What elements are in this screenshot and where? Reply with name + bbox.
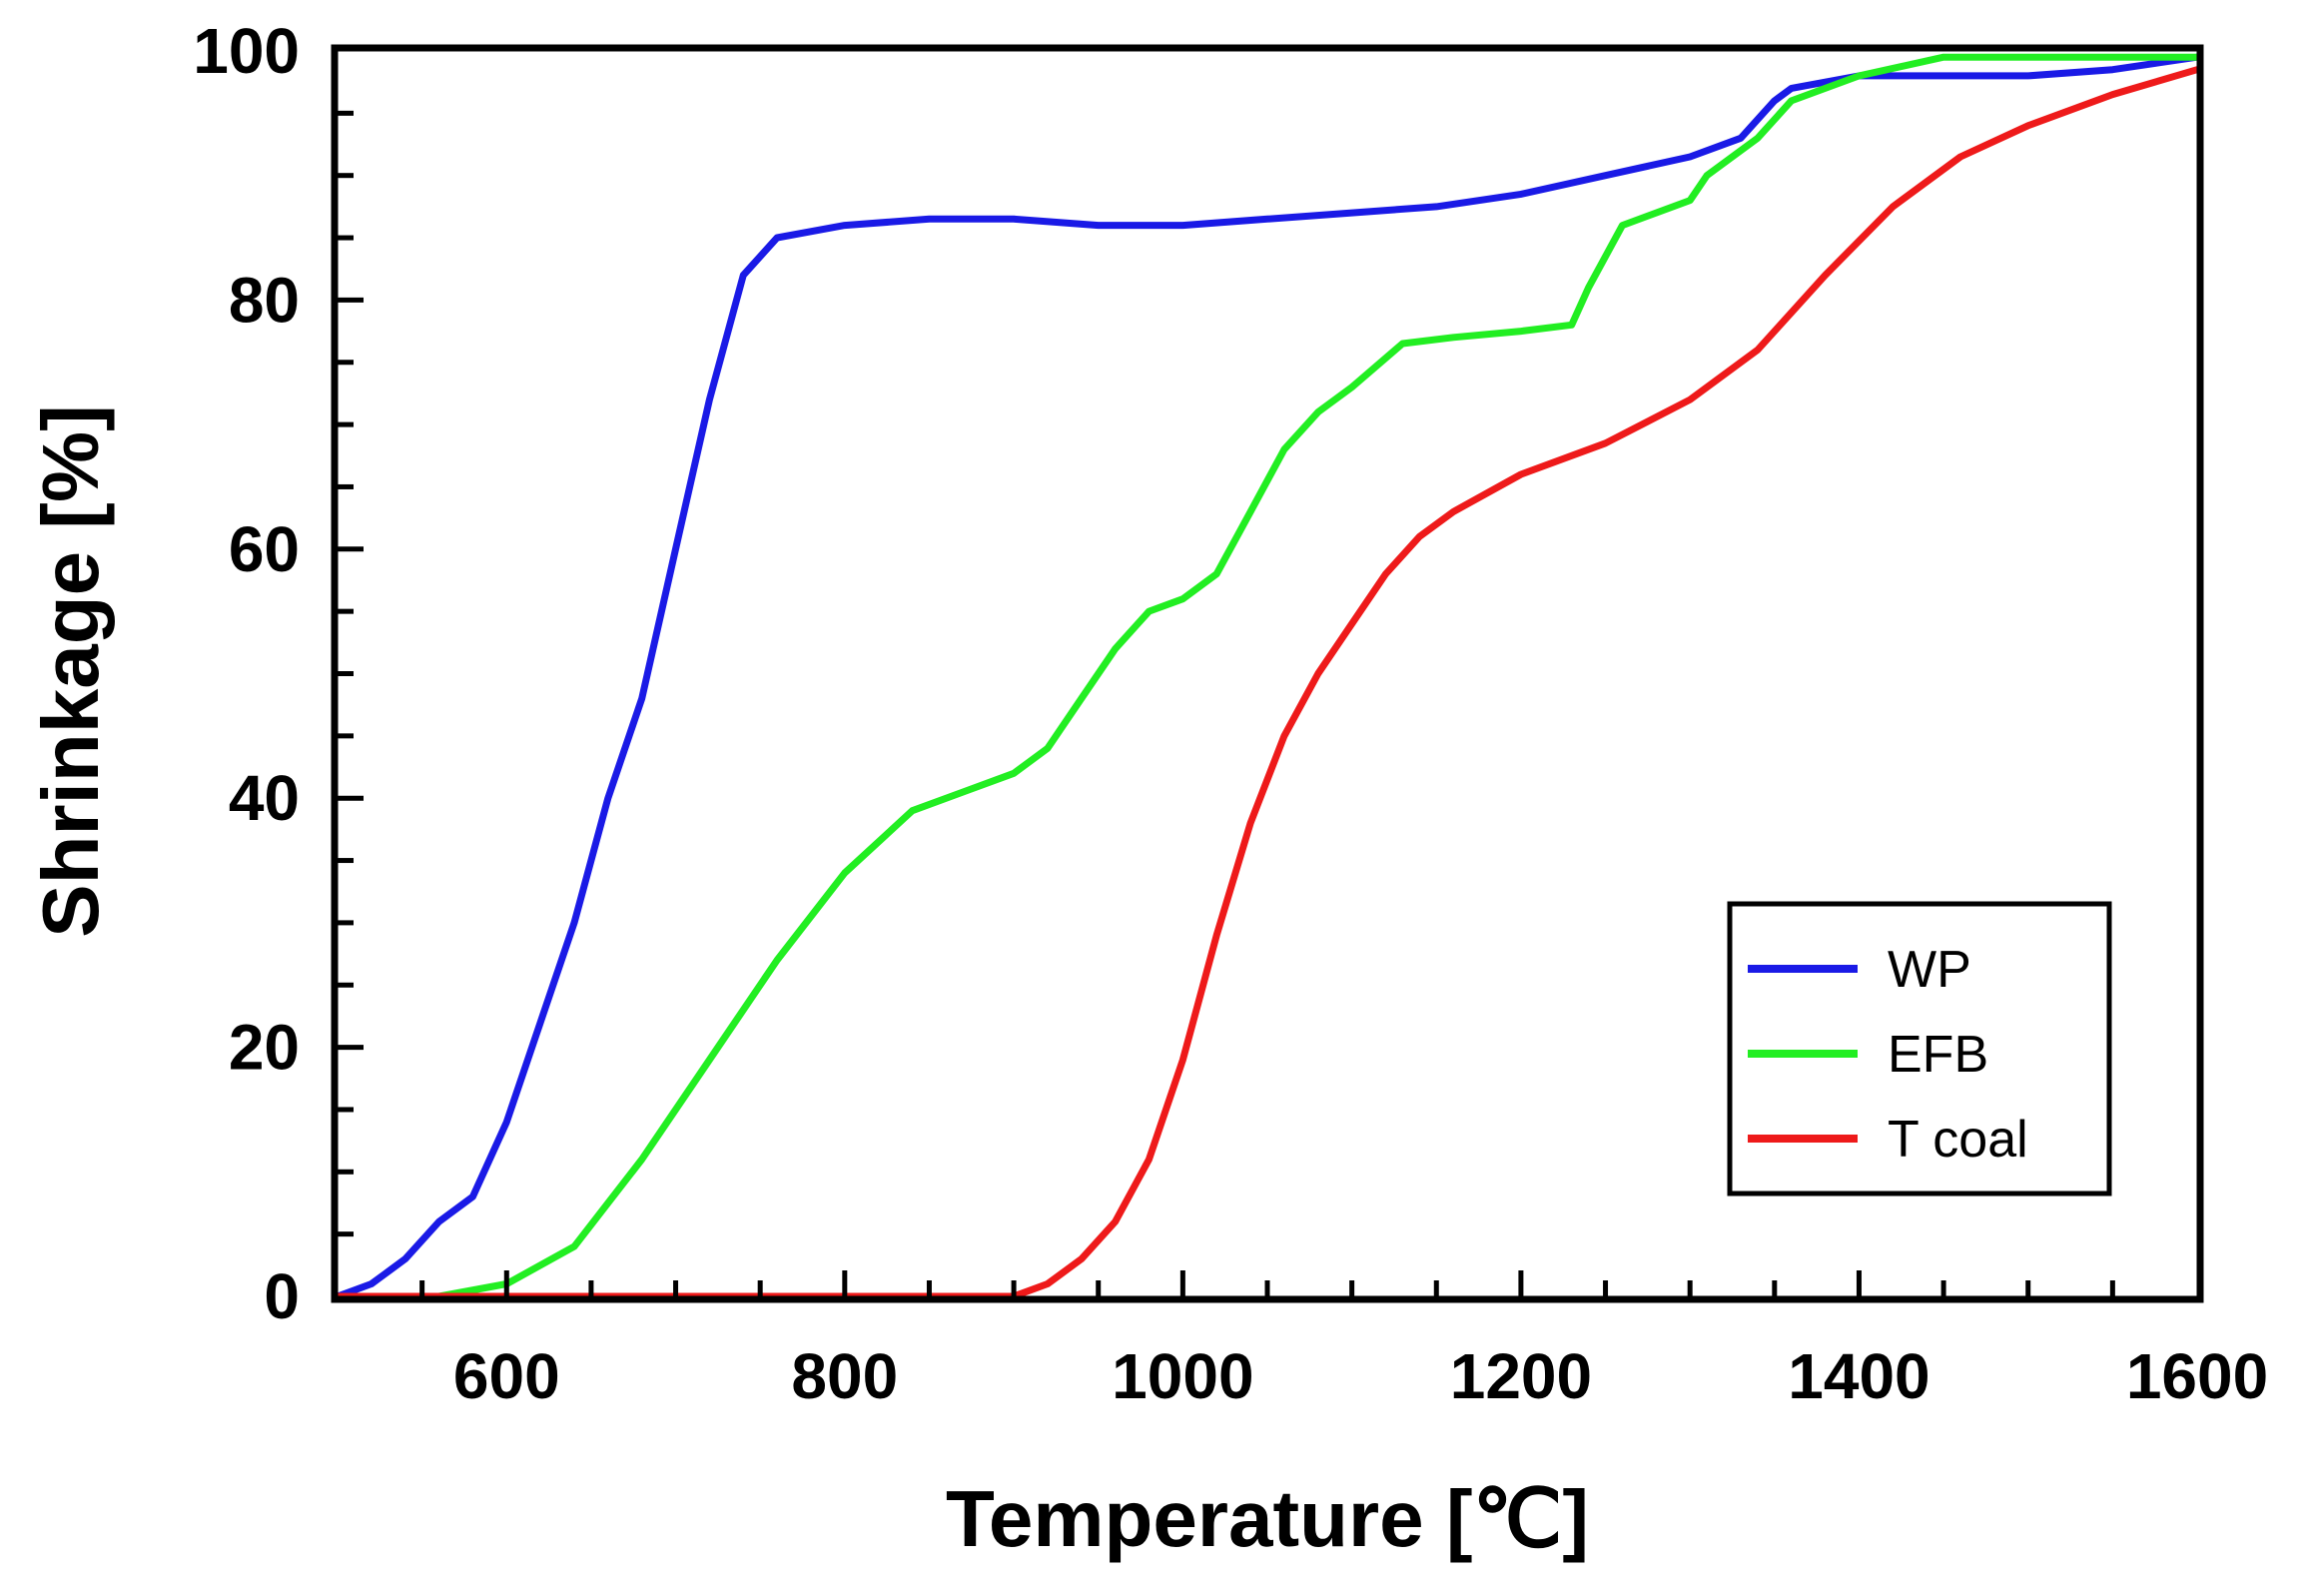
- legend-label-efb: EFB: [1888, 1026, 1988, 1084]
- y-tick-label: 0: [264, 1260, 300, 1332]
- y-tick-label: 40: [229, 762, 300, 834]
- legend-label-wp: WP: [1888, 941, 1971, 999]
- legend-box: [1727, 901, 2112, 1197]
- y-axis-title: Shrinkage [%]: [26, 404, 115, 937]
- ticks-layer: [338, 110, 2115, 1296]
- x-tick-label: 1400: [1788, 1340, 1929, 1412]
- y-tick-label: 80: [229, 264, 300, 336]
- x-tick-labels: 600 800 1000 1200 1400 1600: [453, 1340, 2268, 1412]
- legend-label-t-coal: T coal: [1888, 1111, 2028, 1169]
- x-tick-label: 1600: [2126, 1340, 2268, 1412]
- x-tick-label: 1000: [1112, 1340, 1253, 1412]
- x-tick-label: 800: [791, 1340, 898, 1412]
- y-tick-label: 60: [229, 513, 300, 585]
- x-axis-title: Temperature [℃]: [946, 1474, 1589, 1563]
- series-line-efb: [334, 53, 2201, 1300]
- x-tick-label: 1200: [1450, 1340, 1592, 1412]
- series-line-t-coal: [334, 66, 2201, 1300]
- legend-entries: WP EFB T coal: [1748, 941, 2028, 1169]
- y-tick-label: 20: [229, 1012, 300, 1084]
- series-layer: [334, 53, 2201, 1300]
- legend: WP EFB T coal: [1727, 901, 2112, 1197]
- plot-frame: [331, 44, 2204, 1303]
- y-tick-label: 100: [193, 15, 300, 87]
- x-tick-label: 600: [453, 1340, 560, 1412]
- series-line-wp: [334, 53, 2201, 1300]
- y-tick-labels: 0 20 40 60 80 100: [193, 15, 300, 1332]
